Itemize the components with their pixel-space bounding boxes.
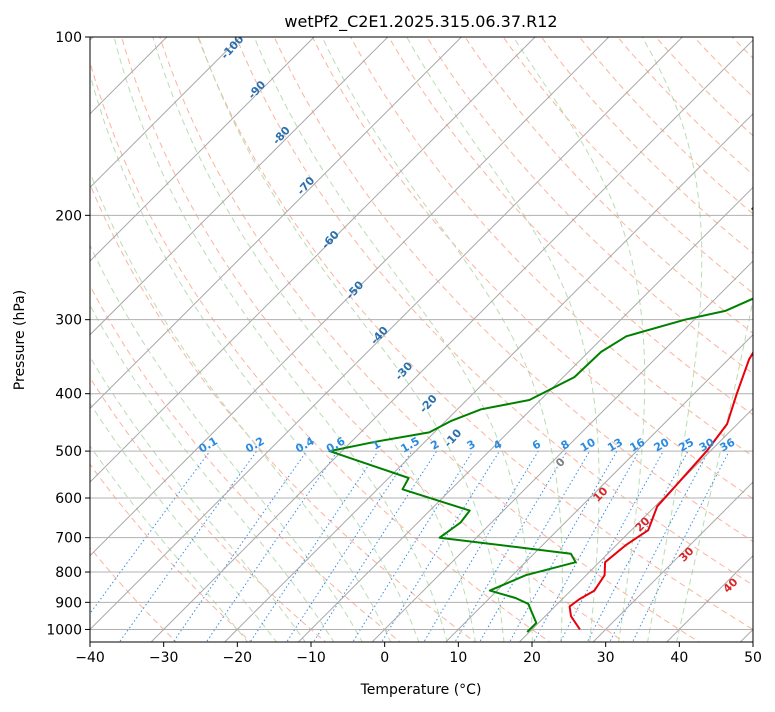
dry-adiabat-line — [757, 24, 775, 645]
x-axis-label: Temperature (°C) — [360, 682, 482, 698]
y-tick-label: 500 — [55, 444, 82, 460]
x-tick-label: 0 — [380, 650, 389, 666]
y-tick-label: 800 — [55, 565, 82, 581]
y-tick-label: 100 — [55, 30, 82, 46]
x-tick-label: −20 — [223, 650, 253, 666]
y-axis-ticks: 1000 900 800 700 600 500 400 300 200 100 — [46, 30, 90, 638]
chart-title: wetPf2_C2E1.2025.315.06.37.R12 — [284, 12, 557, 32]
x-tick-label: −40 — [75, 650, 105, 666]
y-tick-label: 900 — [55, 595, 82, 611]
x-tick-label: 20 — [523, 650, 541, 666]
x-tick-label: −30 — [149, 650, 179, 666]
y-tick-label: 600 — [55, 491, 82, 507]
plot-background — [90, 37, 753, 642]
y-tick-label: 700 — [55, 531, 82, 547]
x-axis-ticks: −40 −30 −20 −10 0 10 20 30 40 50 — [75, 642, 762, 666]
y-axis-label: Pressure (hPa) — [12, 290, 28, 390]
x-tick-label: 50 — [744, 650, 762, 666]
x-tick-label: 10 — [449, 650, 467, 666]
x-tick-label: 30 — [597, 650, 615, 666]
y-tick-label: 1000 — [46, 622, 82, 638]
y-tick-label: 300 — [55, 313, 82, 329]
x-tick-label: −10 — [296, 650, 326, 666]
x-tick-label: 40 — [670, 650, 688, 666]
y-tick-label: 200 — [55, 208, 82, 224]
y-tick-label: 400 — [55, 387, 82, 403]
